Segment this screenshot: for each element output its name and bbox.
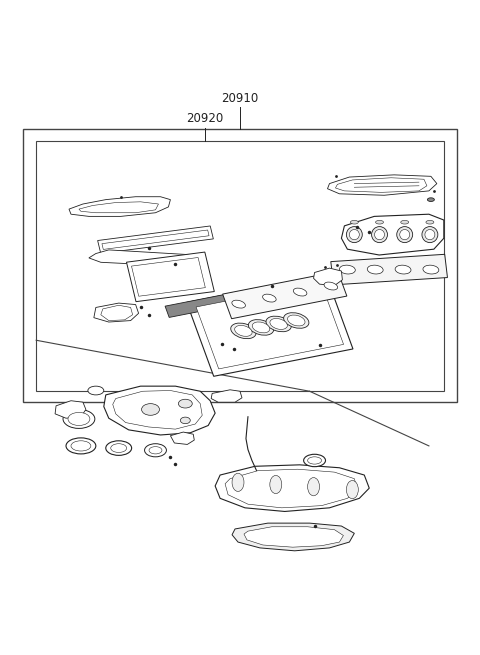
Polygon shape bbox=[104, 386, 215, 435]
Polygon shape bbox=[79, 202, 158, 213]
Ellipse shape bbox=[270, 318, 288, 329]
Polygon shape bbox=[94, 303, 139, 322]
Ellipse shape bbox=[68, 413, 90, 426]
Ellipse shape bbox=[349, 229, 360, 240]
Ellipse shape bbox=[263, 294, 276, 302]
Ellipse shape bbox=[63, 409, 95, 428]
Ellipse shape bbox=[88, 386, 104, 395]
Polygon shape bbox=[113, 390, 202, 429]
Ellipse shape bbox=[252, 322, 270, 333]
Text: 20910: 20910 bbox=[221, 92, 259, 105]
Ellipse shape bbox=[425, 229, 435, 240]
Polygon shape bbox=[331, 254, 447, 285]
Ellipse shape bbox=[293, 288, 307, 296]
Ellipse shape bbox=[372, 227, 387, 242]
Ellipse shape bbox=[270, 476, 282, 494]
Polygon shape bbox=[211, 390, 242, 402]
Ellipse shape bbox=[426, 220, 434, 224]
Polygon shape bbox=[215, 465, 369, 512]
Ellipse shape bbox=[142, 403, 159, 415]
Ellipse shape bbox=[350, 220, 358, 224]
Polygon shape bbox=[101, 305, 132, 320]
Polygon shape bbox=[165, 288, 265, 318]
Ellipse shape bbox=[304, 455, 325, 466]
Bar bbox=[36, 141, 444, 391]
Text: 20920: 20920 bbox=[187, 112, 224, 125]
Polygon shape bbox=[187, 275, 353, 376]
Polygon shape bbox=[97, 226, 213, 253]
Polygon shape bbox=[132, 257, 205, 296]
Polygon shape bbox=[102, 230, 209, 250]
Ellipse shape bbox=[339, 265, 355, 274]
Ellipse shape bbox=[422, 227, 438, 242]
Ellipse shape bbox=[395, 265, 411, 274]
Ellipse shape bbox=[400, 229, 409, 240]
Ellipse shape bbox=[397, 227, 413, 242]
Polygon shape bbox=[244, 527, 343, 547]
Ellipse shape bbox=[308, 477, 320, 496]
Ellipse shape bbox=[66, 438, 96, 454]
Ellipse shape bbox=[71, 441, 91, 451]
Ellipse shape bbox=[248, 320, 274, 335]
Ellipse shape bbox=[106, 441, 132, 455]
Polygon shape bbox=[327, 175, 437, 195]
Ellipse shape bbox=[235, 326, 252, 336]
Ellipse shape bbox=[231, 323, 256, 339]
Bar bbox=[23, 129, 457, 402]
Ellipse shape bbox=[375, 220, 384, 224]
Ellipse shape bbox=[347, 481, 358, 498]
Ellipse shape bbox=[374, 229, 384, 240]
Polygon shape bbox=[89, 250, 200, 267]
Polygon shape bbox=[313, 268, 342, 286]
Ellipse shape bbox=[423, 265, 439, 274]
Ellipse shape bbox=[284, 312, 309, 328]
Ellipse shape bbox=[288, 315, 305, 326]
Ellipse shape bbox=[179, 400, 192, 408]
Ellipse shape bbox=[324, 282, 337, 290]
Ellipse shape bbox=[347, 227, 362, 242]
Ellipse shape bbox=[401, 220, 408, 224]
Polygon shape bbox=[196, 282, 344, 369]
Polygon shape bbox=[336, 178, 427, 193]
Polygon shape bbox=[170, 432, 194, 445]
Ellipse shape bbox=[427, 198, 434, 202]
Polygon shape bbox=[55, 401, 86, 418]
Ellipse shape bbox=[180, 417, 190, 424]
Ellipse shape bbox=[144, 443, 167, 457]
Polygon shape bbox=[225, 469, 357, 508]
Polygon shape bbox=[223, 271, 347, 319]
Ellipse shape bbox=[232, 300, 245, 308]
Ellipse shape bbox=[111, 443, 127, 453]
Ellipse shape bbox=[266, 316, 291, 331]
Polygon shape bbox=[127, 252, 214, 302]
Ellipse shape bbox=[149, 447, 162, 454]
Polygon shape bbox=[341, 214, 444, 255]
Polygon shape bbox=[69, 196, 170, 216]
Ellipse shape bbox=[367, 265, 383, 274]
Ellipse shape bbox=[308, 457, 322, 464]
Polygon shape bbox=[232, 523, 354, 551]
Ellipse shape bbox=[232, 473, 244, 491]
